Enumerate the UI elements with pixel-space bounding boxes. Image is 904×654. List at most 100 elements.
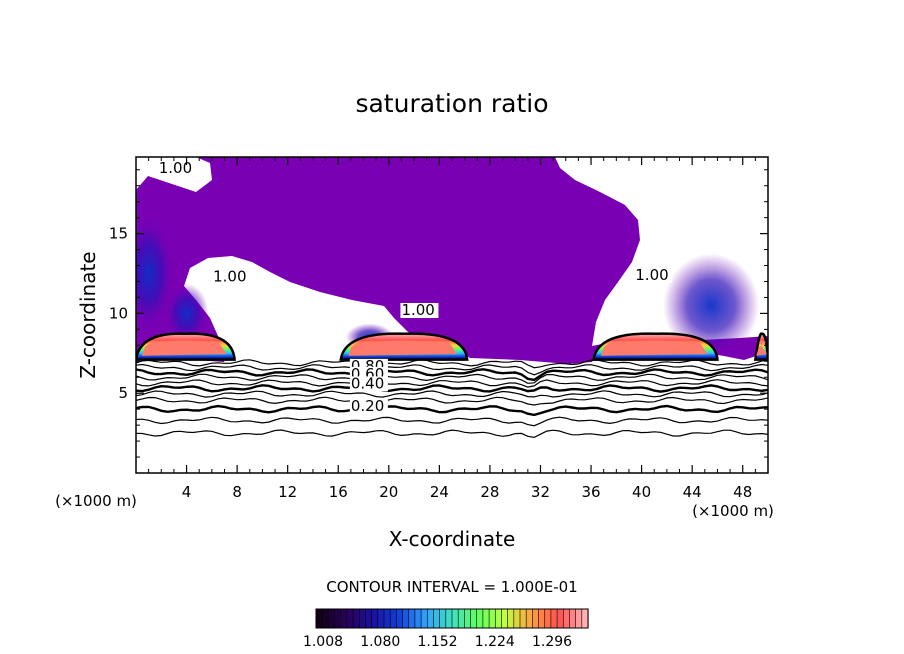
contour-label-3: 1.00 [635, 266, 668, 284]
colorbar-stripe-15 [408, 608, 416, 629]
x-unit-left: (×1000 m) [55, 492, 137, 510]
moisture-halo-0 [136, 213, 175, 334]
colorbar-stripe-2 [328, 608, 336, 629]
colorbar-stripe-9 [371, 608, 379, 629]
x-tick-label-7: 32 [531, 483, 550, 501]
colorbar-stripe-42 [575, 608, 583, 629]
x-tick-label-5: 24 [430, 483, 449, 501]
colorbar-stripe-38 [550, 608, 558, 629]
colorbar-stripe-26 [476, 608, 484, 629]
y-tick-label-1: 10 [109, 304, 128, 322]
colorbar-stripe-14 [402, 608, 410, 629]
chart-title: saturation ratio [355, 89, 548, 118]
x-axis-label: X-coordinate [389, 527, 516, 551]
colorbar-stripe-3 [334, 608, 342, 629]
high-saturation-core-1 [348, 340, 458, 356]
contour-label-7: 0.20 [351, 397, 384, 415]
colorbar-stripe-24 [464, 608, 472, 629]
x-tick-label-3: 16 [329, 483, 348, 501]
x-tick-label-6: 28 [480, 483, 499, 501]
colorbar-stripe-12 [389, 608, 397, 629]
contour-line-3 [136, 373, 768, 384]
contour-label-bg-6 [349, 376, 388, 392]
colorbar-stripe-5 [346, 608, 354, 629]
contour-line-1 [136, 363, 768, 376]
colorbar-stripe-16 [414, 608, 422, 629]
colorbar-stripe-13 [396, 608, 404, 629]
x-tick-label-2: 12 [278, 483, 297, 501]
colorbar-stripe-8 [365, 608, 373, 629]
contour-label-bg-2 [400, 303, 439, 318]
y-axis-label: Z-coordinate [76, 251, 100, 378]
colorbar-stripe-11 [383, 608, 391, 629]
contour-line-5 [136, 384, 768, 393]
y-tick-label-2: 15 [109, 225, 128, 243]
contour-label-6: 0.40 [351, 374, 384, 392]
colorbar-stripe-1 [321, 608, 329, 629]
colorbar-stripe-34 [525, 608, 533, 629]
colorbar-stripe-21 [445, 608, 453, 629]
x-tick-label-11: 48 [733, 483, 752, 501]
saturated-region-main [136, 157, 768, 364]
colorbar-stripe-43 [581, 608, 589, 629]
colorbar-stripe-36 [538, 608, 546, 629]
high-saturation-core-0 [141, 340, 227, 356]
x-tick-label-9: 40 [632, 483, 651, 501]
colorbar-stripe-35 [532, 608, 540, 629]
colorbar: 1.008 1.080 1.152 1.224 1.296 [303, 608, 589, 650]
contour-label-2: 1.00 [401, 301, 434, 319]
colorbar-tick-label-3: 1.224 [475, 634, 515, 650]
high-saturation-core-3 [756, 340, 767, 356]
colorbar-stripe-31 [507, 608, 515, 629]
contour-interval-label: CONTOUR INTERVAL = 1.000E-01 [326, 578, 577, 596]
colorbar-stripe-25 [470, 608, 478, 629]
colorbar-stripe-29 [494, 608, 503, 629]
colorbar-stripe-27 [482, 608, 490, 629]
contour-label-bg-3 [634, 267, 673, 283]
contour-line-10 [136, 429, 768, 439]
colorbar-stripe-6 [352, 608, 360, 629]
colorbar-stripe-19 [433, 608, 441, 629]
contour-line-8 [136, 404, 768, 417]
colorbar-stripe-4 [340, 608, 348, 629]
contour-line-0 [136, 359, 768, 369]
colorbar-stripe-32 [513, 608, 521, 629]
contour-label-0: 1.00 [159, 159, 192, 177]
x-tick-label-0: 4 [182, 483, 192, 501]
colorbar-stripe-7 [358, 608, 367, 629]
colorbar-tick-label-2: 1.152 [417, 634, 457, 650]
contour-line-9 [136, 416, 768, 427]
x-tick-label-1: 8 [232, 483, 242, 501]
colorbar-stripe-23 [457, 608, 465, 629]
colorbar-stripe-22 [451, 608, 459, 629]
colorbar-stripe-18 [426, 608, 435, 629]
colorbar-frame [315, 608, 589, 629]
colorbar-stripe-37 [544, 608, 552, 629]
x-tick-label-4: 20 [379, 483, 398, 501]
x-unit-right: (×1000 m) [692, 502, 774, 520]
colorbar-tick-label-1: 1.080 [360, 634, 400, 650]
contour-label-bg-7 [349, 398, 388, 414]
moisture-halo-2 [164, 283, 209, 344]
colorbar-stripe-0 [315, 608, 323, 629]
colorbar-tick-label-4: 1.296 [532, 634, 572, 650]
y-tick-label-0: 5 [118, 384, 128, 402]
x-tick-label-8: 36 [581, 483, 600, 501]
moisture-halo-1 [663, 253, 760, 358]
colorbar-stripe-30 [501, 608, 509, 629]
contour-line-6 [136, 390, 768, 398]
colorbar-tick-label-0: 1.008 [303, 634, 343, 650]
colorbar-stripe-33 [519, 608, 527, 629]
colorbar-stripe-40 [562, 608, 571, 629]
high-saturation-core-2 [601, 340, 708, 356]
colorbar-stripe-41 [569, 608, 577, 629]
x-tick-label-10: 44 [683, 483, 702, 501]
colorbar-stripe-10 [377, 608, 385, 629]
contour-label-1: 1.00 [213, 267, 246, 285]
colorbar-stripe-20 [439, 608, 447, 629]
colorbar-stripe-39 [556, 608, 564, 629]
contour-label-bg-1 [212, 269, 251, 285]
plot-area: 1.001.001.001.000.800.600.400.20 [136, 157, 768, 439]
colorbar-stripe-28 [488, 608, 496, 629]
